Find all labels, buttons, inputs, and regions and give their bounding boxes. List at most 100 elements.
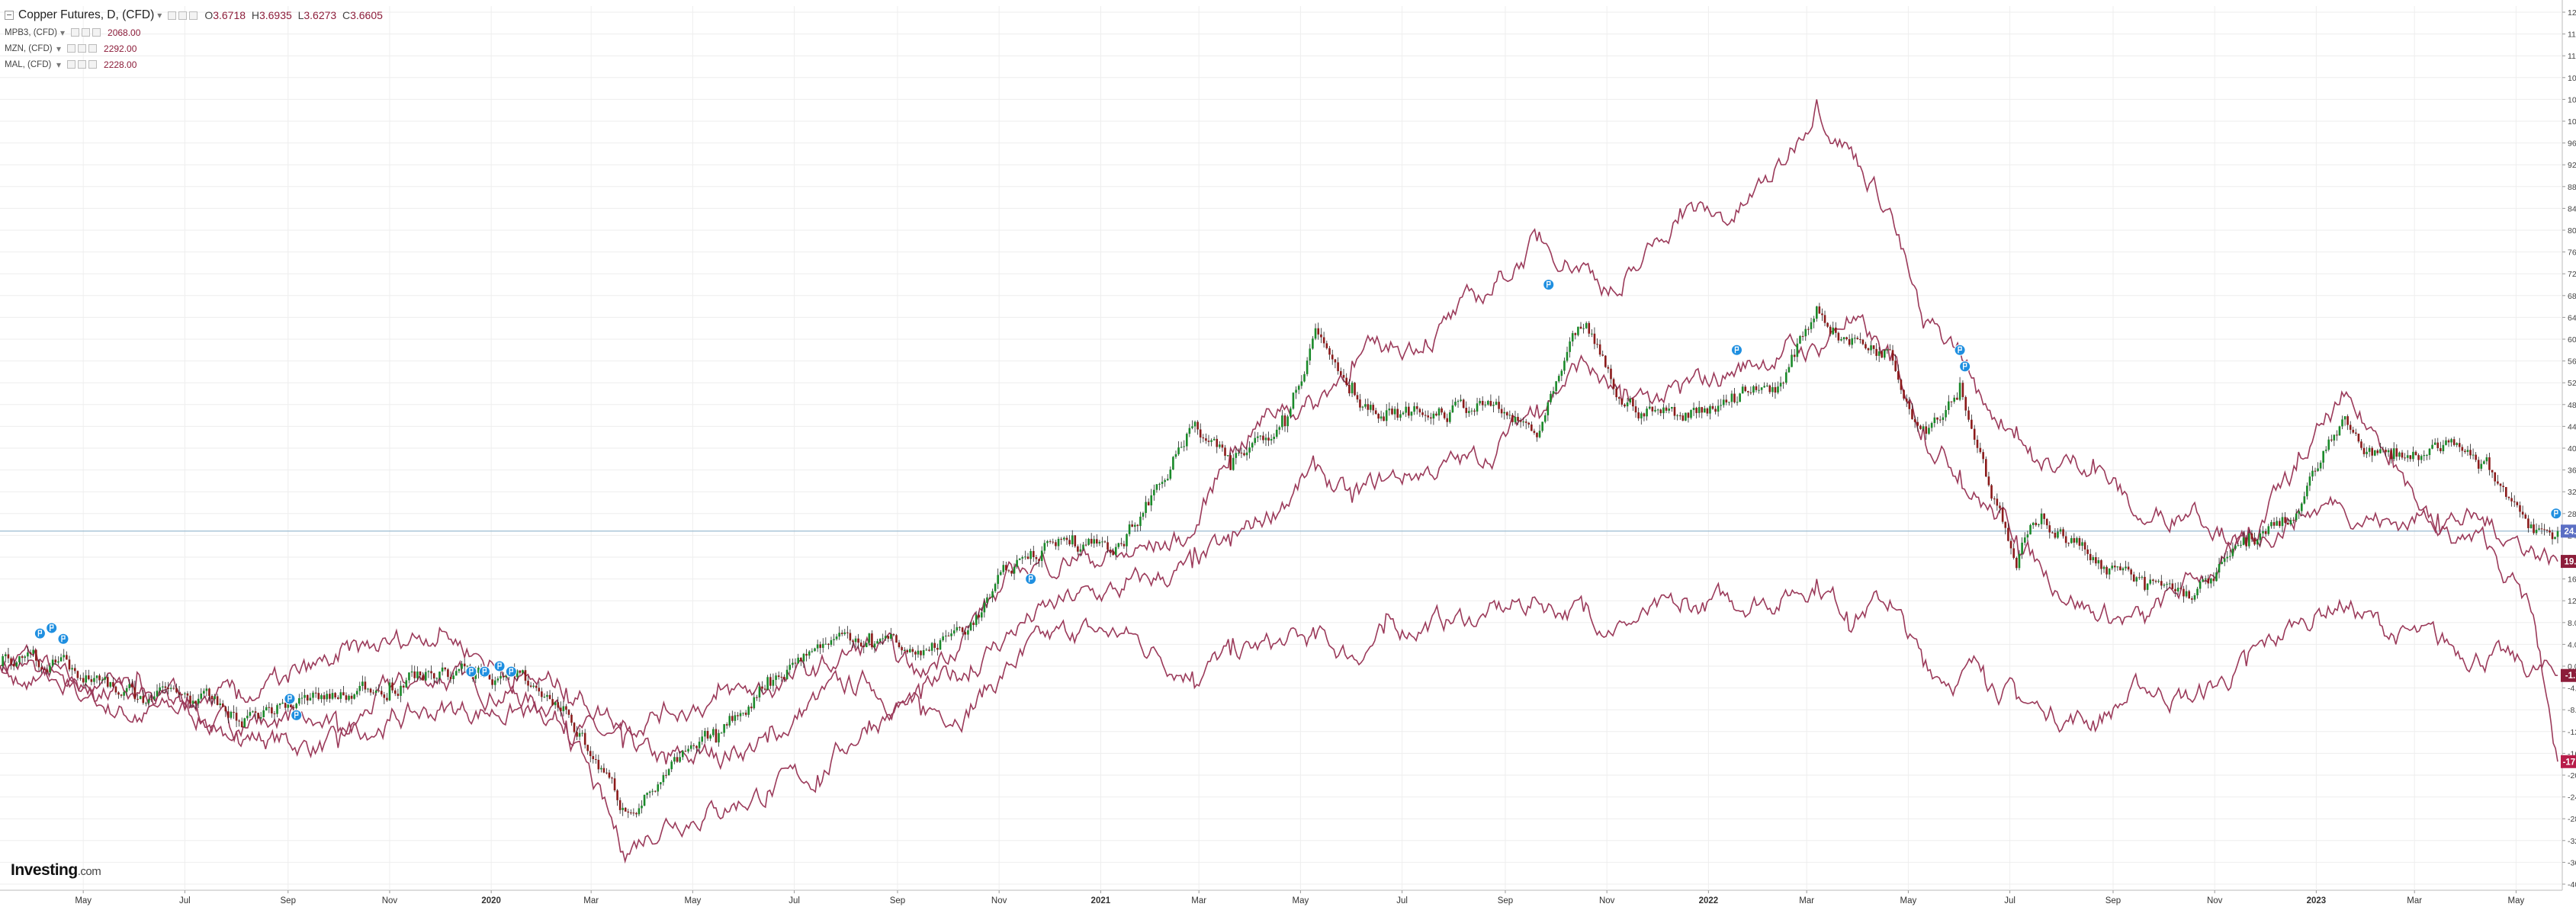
candle-body — [2256, 540, 2259, 545]
candle-body — [128, 684, 131, 688]
candle-body — [76, 671, 79, 678]
compare-symbol-label[interactable]: MAL, (CFD) — [5, 59, 52, 69]
candle-body — [1359, 399, 1361, 408]
candle-body — [1174, 454, 1177, 457]
candle-body — [956, 627, 959, 631]
dividend-marker-icon[interactable] — [46, 622, 58, 634]
candle-body — [2135, 577, 2138, 582]
chevron-down-icon[interactable]: ▾ — [56, 59, 62, 70]
compare-symbol-label[interactable]: MZN, (CFD) — [5, 43, 53, 53]
last-value-label: 19.22% — [2564, 558, 2576, 567]
dividend-marker-icon[interactable] — [284, 693, 296, 705]
chevron-down-icon[interactable]: ▾ — [157, 10, 162, 21]
candle-body — [1055, 542, 1057, 546]
candle-body — [1191, 426, 1193, 428]
dividend-marker-icon[interactable] — [1730, 344, 1742, 356]
candle-body — [2210, 578, 2212, 584]
chevron-down-icon[interactable]: ▾ — [56, 43, 62, 54]
hide-button[interactable] — [178, 11, 188, 20]
dividend-marker-icon[interactable] — [1954, 344, 1966, 356]
candle-body — [2199, 581, 2202, 589]
dividend-marker-icon[interactable] — [57, 633, 69, 645]
candle-body — [364, 681, 367, 690]
candle-body — [1289, 409, 1292, 417]
hide-button[interactable] — [78, 44, 87, 53]
remove-button[interactable] — [88, 44, 98, 53]
hide-button[interactable] — [78, 60, 87, 69]
main-symbol-label[interactable]: Copper Futures, D, (CFD) — [18, 8, 155, 21]
candle-body — [1295, 389, 1297, 393]
y-tick-label: 96.00% — [2568, 139, 2576, 149]
candle-body — [1861, 339, 1865, 345]
candle-body — [641, 806, 643, 809]
candle-body — [2045, 518, 2048, 526]
candle-body — [2549, 530, 2551, 533]
candle-body — [648, 791, 651, 793]
dividend-marker-icon[interactable] — [2550, 508, 2562, 520]
candle-body — [2362, 447, 2366, 454]
collapse-icon[interactable] — [5, 11, 14, 20]
remove-button[interactable] — [189, 11, 198, 20]
candle-body — [1035, 556, 1038, 559]
dividend-marker-icon[interactable] — [1959, 361, 1971, 373]
settings-button[interactable] — [67, 44, 76, 53]
candle-body — [725, 724, 728, 726]
settings-button[interactable] — [67, 60, 76, 69]
candle-body — [474, 672, 477, 679]
chevron-down-icon[interactable]: ▾ — [60, 27, 66, 38]
candle-body — [581, 732, 583, 734]
candle-body — [326, 694, 329, 700]
candle-body — [1875, 348, 1877, 356]
candle-body — [1495, 402, 1498, 405]
candle-body — [2516, 502, 2519, 505]
remove-button[interactable] — [92, 28, 101, 37]
candle-body — [422, 675, 424, 681]
candle-body — [1235, 453, 1238, 458]
candle-body — [2368, 447, 2371, 452]
dividend-marker-icon[interactable] — [493, 660, 506, 672]
candle-body — [2505, 487, 2507, 497]
candle-body — [1415, 406, 1418, 409]
candle-body — [589, 751, 592, 757]
settings-button[interactable] — [168, 11, 177, 20]
candle-body — [1356, 395, 1359, 400]
candle-body — [386, 697, 388, 700]
candle-body — [681, 751, 684, 758]
candle-body — [1161, 482, 1164, 484]
dividend-marker-icon[interactable] — [1025, 573, 1037, 585]
candle-body — [613, 778, 616, 790]
candle-body — [2062, 529, 2064, 537]
candle-body — [139, 696, 142, 700]
candle-body — [458, 668, 461, 671]
candle-body — [2207, 578, 2210, 584]
candle-body — [2458, 443, 2461, 447]
candle-body — [2284, 517, 2286, 523]
compare-symbol-label[interactable]: MPB3, (CFD) — [5, 27, 57, 37]
dividend-marker-icon[interactable] — [478, 665, 490, 678]
candle-body — [1388, 409, 1391, 411]
candle-body — [687, 748, 689, 752]
dividend-marker-icon[interactable] — [465, 665, 477, 678]
dividend-marker-icon[interactable] — [291, 709, 303, 721]
dividend-marker-icon[interactable] — [34, 627, 46, 639]
candle-body — [933, 643, 936, 649]
dividend-marker-icon[interactable] — [1543, 279, 1555, 290]
dividend-marker-icon[interactable] — [505, 665, 517, 678]
x-tick-label: Sep — [1498, 896, 1513, 905]
candle-body — [1063, 537, 1065, 540]
candle-body — [1971, 419, 1973, 429]
candle-body — [2472, 454, 2475, 456]
candle-body — [928, 649, 930, 651]
candle-body — [731, 716, 734, 721]
candle-body — [1221, 444, 1224, 448]
candle-body — [2051, 532, 2054, 534]
candle-body — [1967, 410, 1970, 420]
candle-body — [252, 711, 254, 713]
remove-button[interactable] — [88, 60, 98, 69]
settings-button[interactable] — [71, 28, 80, 37]
candle-body — [1112, 551, 1114, 556]
hide-button[interactable] — [82, 28, 91, 37]
candle-body — [739, 713, 742, 716]
